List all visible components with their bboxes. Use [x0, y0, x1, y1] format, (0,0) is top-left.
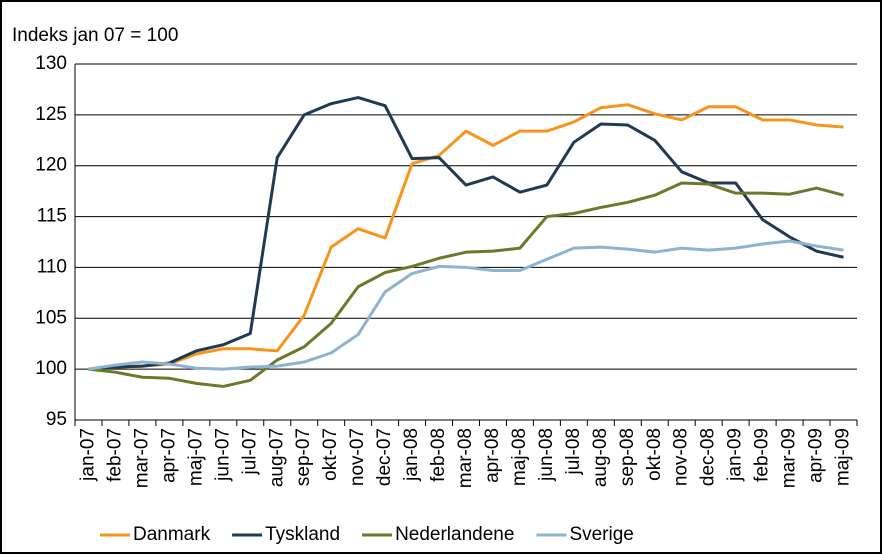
x-tick-label: aug-08	[590, 428, 611, 487]
x-tick-label: jun-07	[212, 428, 233, 482]
x-tick-label: dec-08	[698, 428, 719, 486]
x-tick-label: mar-08	[455, 428, 476, 488]
x-tick-label: sep-07	[293, 428, 314, 486]
y-tick-label: 95	[46, 409, 67, 430]
legend-label: Danmark	[133, 524, 211, 545]
x-tick-label: apr-08	[482, 428, 503, 483]
legend-label: Sverige	[569, 524, 633, 545]
x-tick-label: feb-09	[752, 428, 773, 482]
x-tick-label: aug-07	[266, 428, 287, 487]
y-tick-label: 105	[35, 307, 67, 328]
x-tick-label: jan-08	[401, 428, 422, 482]
y-tick-label: 115	[37, 206, 67, 227]
series-line	[88, 96, 844, 371]
y-tick-label: 100	[35, 358, 67, 379]
x-tick-label: nov-08	[671, 428, 692, 486]
x-tick-label: okt-07	[320, 428, 341, 481]
x-tick-label: feb-07	[104, 428, 125, 482]
x-tick-label: feb-08	[428, 428, 449, 482]
x-tick-label: mar-07	[131, 428, 152, 488]
x-tick-label: maj-07	[185, 428, 206, 486]
x-tick-label: sep-08	[617, 428, 638, 486]
x-tick-label: mar-09	[779, 428, 800, 488]
legend-label: Nederlandene	[395, 524, 514, 545]
x-tick-label: apr-09	[806, 428, 827, 483]
x-tick-label: nov-07	[347, 428, 368, 486]
chart-subtitle: Indeks jan 07 = 100	[12, 25, 178, 46]
legend-label: Tyskland	[265, 524, 340, 545]
y-tick-label: 130	[35, 53, 67, 74]
x-tick-label: jun-08	[536, 428, 557, 482]
x-tick-label: okt-08	[644, 428, 665, 481]
y-tick-label: 120	[35, 155, 67, 176]
x-tick-label: maj-09	[833, 428, 854, 486]
y-tick-label: 125	[35, 104, 67, 125]
x-tick-label: maj-08	[509, 428, 530, 486]
x-tick-label: dec-07	[374, 428, 395, 486]
x-tick-label: jan-07	[77, 428, 98, 482]
series-line	[88, 239, 844, 371]
x-tick-label: jul-08	[563, 428, 584, 475]
series-line	[88, 181, 844, 388]
x-tick-label: jan-09	[725, 428, 746, 482]
x-tick-label: apr-07	[158, 428, 179, 483]
series-line	[88, 103, 844, 371]
x-tick-label: jul-07	[239, 428, 260, 475]
y-tick-label: 110	[37, 256, 67, 277]
